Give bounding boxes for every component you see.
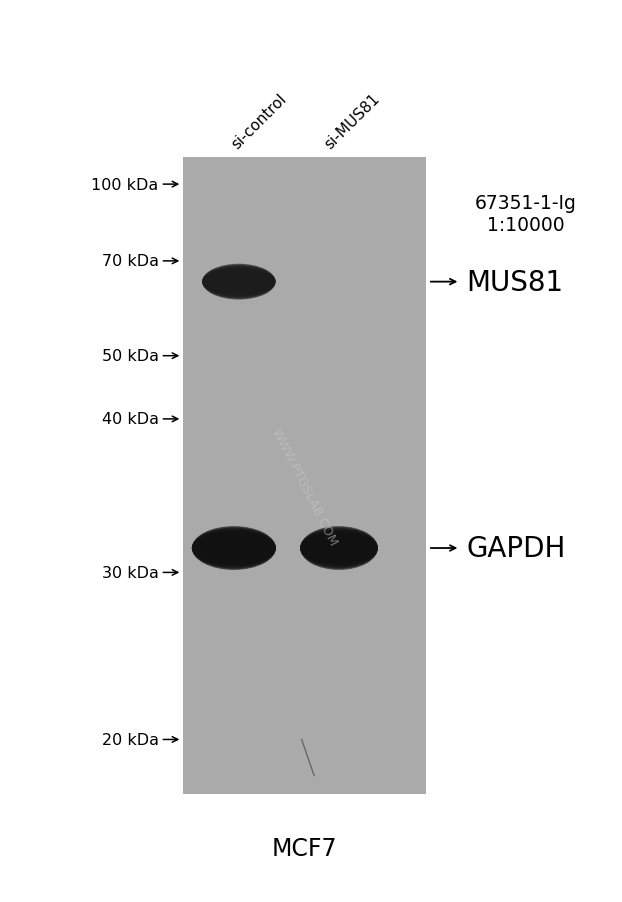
Ellipse shape bbox=[202, 264, 276, 300]
Ellipse shape bbox=[207, 541, 261, 556]
Ellipse shape bbox=[193, 534, 274, 563]
Bar bbox=[183, 158, 426, 794]
Ellipse shape bbox=[218, 278, 260, 287]
Ellipse shape bbox=[192, 530, 276, 566]
Text: si-control: si-control bbox=[229, 91, 290, 152]
Text: 20 kDa: 20 kDa bbox=[101, 732, 159, 747]
Text: 67351-1-Ig
1:10000: 67351-1-Ig 1:10000 bbox=[475, 194, 577, 235]
Ellipse shape bbox=[314, 541, 364, 556]
Ellipse shape bbox=[192, 527, 276, 570]
Text: MCF7: MCF7 bbox=[272, 836, 338, 860]
Ellipse shape bbox=[300, 530, 378, 566]
Ellipse shape bbox=[208, 272, 270, 292]
Ellipse shape bbox=[306, 537, 372, 560]
Ellipse shape bbox=[318, 544, 360, 553]
Ellipse shape bbox=[200, 538, 267, 559]
Text: MUS81: MUS81 bbox=[466, 268, 564, 297]
Ellipse shape bbox=[312, 540, 366, 557]
Ellipse shape bbox=[300, 533, 378, 564]
Text: 30 kDa: 30 kDa bbox=[102, 566, 159, 580]
Ellipse shape bbox=[192, 531, 276, 566]
Ellipse shape bbox=[300, 531, 378, 566]
Ellipse shape bbox=[300, 528, 378, 569]
Text: 50 kDa: 50 kDa bbox=[101, 349, 159, 364]
Ellipse shape bbox=[210, 542, 258, 555]
Ellipse shape bbox=[202, 269, 276, 296]
Ellipse shape bbox=[192, 529, 276, 568]
Ellipse shape bbox=[213, 275, 264, 290]
Ellipse shape bbox=[304, 535, 374, 562]
Ellipse shape bbox=[205, 540, 263, 557]
Ellipse shape bbox=[302, 534, 376, 563]
Ellipse shape bbox=[192, 533, 276, 564]
Ellipse shape bbox=[212, 544, 256, 553]
Ellipse shape bbox=[317, 542, 361, 555]
Ellipse shape bbox=[210, 273, 268, 291]
Ellipse shape bbox=[220, 279, 258, 286]
Ellipse shape bbox=[216, 276, 262, 289]
Ellipse shape bbox=[211, 274, 266, 290]
Text: GAPDH: GAPDH bbox=[466, 534, 566, 563]
Ellipse shape bbox=[300, 529, 378, 568]
Ellipse shape bbox=[310, 538, 368, 558]
Text: WWW.PTGSLAB.COM: WWW.PTGSLAB.COM bbox=[269, 426, 340, 548]
Ellipse shape bbox=[203, 538, 265, 558]
Text: 100 kDa: 100 kDa bbox=[91, 178, 159, 192]
Text: 40 kDa: 40 kDa bbox=[101, 412, 159, 427]
Ellipse shape bbox=[202, 265, 276, 299]
Ellipse shape bbox=[195, 535, 272, 562]
Ellipse shape bbox=[202, 267, 276, 298]
Ellipse shape bbox=[300, 527, 378, 570]
Ellipse shape bbox=[308, 538, 370, 559]
Ellipse shape bbox=[205, 272, 272, 293]
Ellipse shape bbox=[202, 270, 276, 295]
Ellipse shape bbox=[192, 528, 276, 569]
Ellipse shape bbox=[203, 271, 274, 294]
Ellipse shape bbox=[202, 266, 276, 299]
Ellipse shape bbox=[198, 537, 270, 560]
Text: si-MUS81: si-MUS81 bbox=[322, 91, 383, 152]
Text: 70 kDa: 70 kDa bbox=[101, 254, 159, 269]
